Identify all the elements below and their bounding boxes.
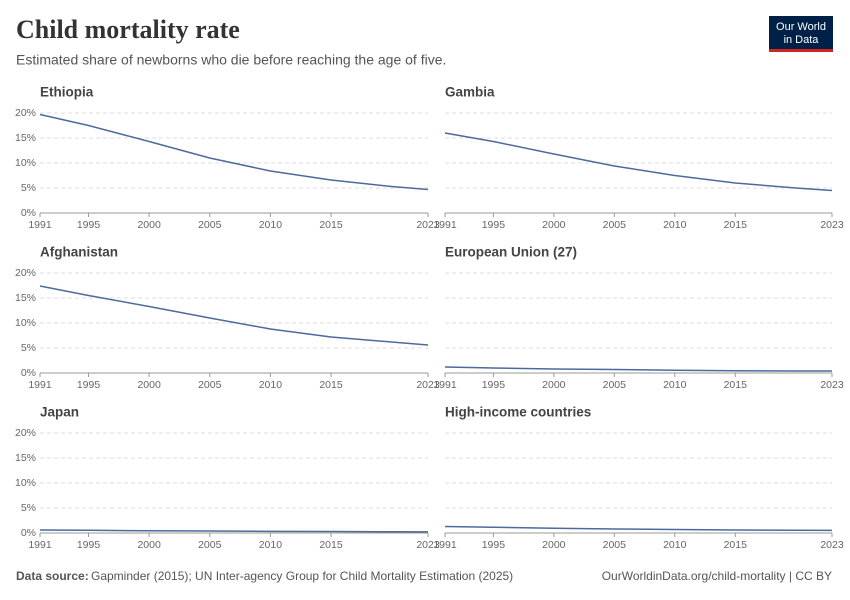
subtitle: Estimated share of newborns who die befo… xyxy=(16,52,446,68)
x-tick-label: 2015 xyxy=(319,379,343,391)
logo-text: in Data xyxy=(784,34,820,46)
x-tick-label: 2023 xyxy=(820,539,844,551)
x-tick-label: 2000 xyxy=(542,379,566,391)
logo-text: Our World xyxy=(776,21,826,33)
source-label: Data source: xyxy=(16,569,89,583)
x-tick-label: 2000 xyxy=(137,379,161,391)
x-tick-label: 2010 xyxy=(663,379,687,391)
x-tick-label: 2010 xyxy=(259,539,283,551)
y-tick-label: 15% xyxy=(15,292,36,304)
x-tick-label: 2015 xyxy=(724,379,748,391)
line xyxy=(39,113,429,191)
x-tick-label: 1991 xyxy=(28,539,52,551)
panel-title: Japan xyxy=(40,405,79,420)
chart-title: Child mortality rate xyxy=(16,15,240,44)
y-tick-label: 20% xyxy=(15,427,36,439)
x-tick-label: 2015 xyxy=(319,219,343,231)
x-tick-label: 2010 xyxy=(259,219,283,231)
y-tick-label: 5% xyxy=(21,182,36,194)
x-tick-label: 2015 xyxy=(319,539,343,551)
panel-title: High-income countries xyxy=(445,405,591,420)
x-tick-label: 1995 xyxy=(77,539,101,551)
x-tick-label: 2015 xyxy=(724,539,748,551)
y-tick-label: 10% xyxy=(15,317,36,329)
x-tick-label: 2000 xyxy=(137,539,161,551)
x-tick-label: 2005 xyxy=(603,219,627,231)
y-tick-label: 15% xyxy=(15,452,36,464)
logo[interactable] xyxy=(769,16,833,49)
x-tick-label: 2023 xyxy=(416,219,440,231)
x-tick-label: 1991 xyxy=(28,379,52,391)
y-tick-label: 20% xyxy=(15,267,36,279)
url[interactable]: OurWorldinData.org/child-mortality | CC … xyxy=(602,569,832,583)
y-tick-label: 15% xyxy=(15,132,36,144)
y-tick-label: 0% xyxy=(21,527,36,539)
line xyxy=(444,525,833,532)
x-tick-label: 1995 xyxy=(77,379,101,391)
y-tick-label: 20% xyxy=(15,107,36,119)
x-tick-label: 1995 xyxy=(482,379,506,391)
y-tick-label: 5% xyxy=(21,342,36,354)
source: Gapminder (2015); UN Inter-agency Group … xyxy=(91,569,513,583)
line xyxy=(444,132,833,192)
x-tick-label: 1991 xyxy=(433,219,457,231)
x-tick-label: 2023 xyxy=(820,379,844,391)
y-tick-label: 10% xyxy=(15,157,36,169)
y-tick-label: 0% xyxy=(21,367,36,379)
line xyxy=(39,285,429,346)
x-tick-label: 2000 xyxy=(542,539,566,551)
line xyxy=(39,529,429,533)
x-tick-label: 2010 xyxy=(663,219,687,231)
x-tick-label: 2005 xyxy=(198,539,222,551)
logo-bar xyxy=(769,49,833,52)
panel-title: Ethiopia xyxy=(40,85,94,100)
y-tick-label: 0% xyxy=(21,207,36,219)
x-tick-label: 2015 xyxy=(724,219,748,231)
x-tick-label: 2023 xyxy=(416,539,440,551)
x-tick-label: 1995 xyxy=(77,219,101,231)
x-tick-label: 1991 xyxy=(433,539,457,551)
x-tick-label: 2005 xyxy=(603,379,627,391)
line xyxy=(444,366,832,372)
x-tick-label: 1995 xyxy=(482,219,506,231)
panel-title: Afghanistan xyxy=(40,245,118,260)
x-tick-label: 2000 xyxy=(137,219,161,231)
x-tick-label: 2023 xyxy=(416,379,440,391)
x-tick-label: 1991 xyxy=(433,379,457,391)
x-tick-label: 2005 xyxy=(198,219,222,231)
panel-title: European Union (27) xyxy=(445,245,577,260)
y-tick-label: 10% xyxy=(15,477,36,489)
panel-title: Gambia xyxy=(445,85,495,100)
x-tick-label: 2010 xyxy=(663,539,687,551)
x-tick-label: 2023 xyxy=(820,219,844,231)
x-tick-label: 2005 xyxy=(198,379,222,391)
x-tick-label: 2000 xyxy=(542,219,566,231)
y-tick-label: 5% xyxy=(21,502,36,514)
x-tick-label: 2005 xyxy=(603,539,627,551)
x-tick-label: 2010 xyxy=(259,379,283,391)
x-tick-label: 1995 xyxy=(482,539,506,551)
x-tick-label: 1991 xyxy=(28,219,52,231)
